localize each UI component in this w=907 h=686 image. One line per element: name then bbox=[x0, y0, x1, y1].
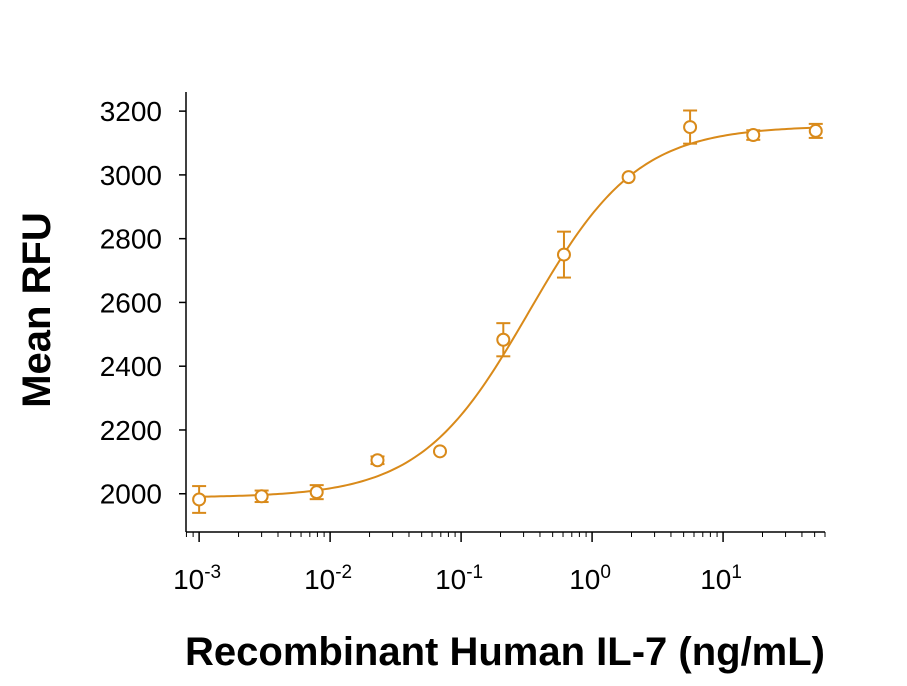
data-point bbox=[370, 453, 385, 468]
x-tick-label: 100 bbox=[569, 562, 611, 595]
y-tick-label: 2600 bbox=[100, 287, 162, 318]
x-tick-label: 101 bbox=[700, 562, 742, 595]
axes: 2000 2200 2400 2600 2800 3000 3200 10-3 10-2 10-1… bbox=[100, 92, 826, 595]
data-point bbox=[254, 489, 269, 504]
y-tick-label: 3000 bbox=[100, 160, 162, 191]
x-axis-title: Recombinant Human IL-7 (ng/mL) bbox=[185, 630, 825, 674]
data-point bbox=[496, 332, 511, 347]
data-point bbox=[556, 247, 571, 262]
data-point bbox=[621, 170, 636, 185]
y-tick-label: 2800 bbox=[100, 224, 162, 255]
x-tick-label: 10-2 bbox=[304, 562, 352, 595]
x-tick-label: 10-3 bbox=[173, 562, 221, 595]
plot-area bbox=[192, 109, 823, 514]
fit-curve bbox=[199, 126, 816, 498]
y-tick-label: 3200 bbox=[100, 96, 162, 127]
data-point bbox=[192, 492, 207, 507]
data-point bbox=[808, 123, 823, 138]
data-point bbox=[746, 128, 761, 143]
y-axis-title: Mean RFU bbox=[15, 212, 59, 408]
data-point bbox=[683, 120, 698, 135]
data-point bbox=[432, 444, 447, 459]
y-tick-label: 2000 bbox=[100, 479, 162, 510]
y-tick-label: 2400 bbox=[100, 351, 162, 382]
data-point bbox=[309, 485, 324, 500]
y-tick-label: 2200 bbox=[100, 415, 162, 446]
x-tick-label: 10-1 bbox=[435, 562, 483, 595]
